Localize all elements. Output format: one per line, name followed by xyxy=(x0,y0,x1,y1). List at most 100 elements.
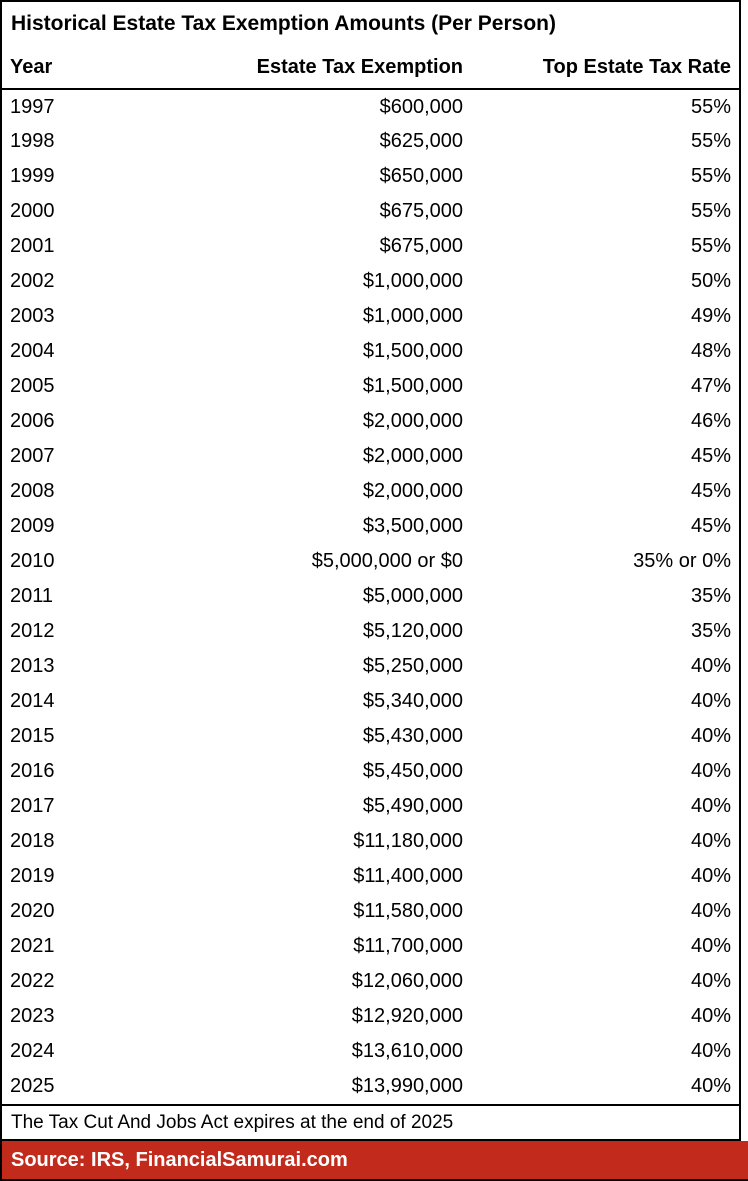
year-cell: 2020 xyxy=(10,900,55,922)
rate-cell: 45% xyxy=(690,445,731,467)
table-row: 2024 $13,610,000 40% xyxy=(2,1034,739,1069)
rate-cell: 40% xyxy=(690,795,731,817)
exemption-cell: $650,000 xyxy=(379,165,463,187)
rate-cell: 45% xyxy=(690,480,731,502)
table-row: 2022 $12,060,000 40% xyxy=(2,964,739,999)
table-row: 2003 $1,000,000 49% xyxy=(2,299,739,334)
rate-cell: 46% xyxy=(690,410,731,432)
table-header: Year Estate Tax Exemption Top Estate Tax… xyxy=(2,46,739,90)
rate-cell: 40% xyxy=(690,1075,731,1097)
exemption-cell: $600,000 xyxy=(379,95,463,118)
table-row: 2008 $2,000,000 45% xyxy=(2,474,739,509)
rate-cell: 40% xyxy=(690,725,731,747)
year-cell: 2021 xyxy=(10,935,55,957)
table-row: 2004 $1,500,000 48% xyxy=(2,334,739,369)
exemption-cell: $5,000,000 or $0 xyxy=(311,550,463,572)
year-cell: 2002 xyxy=(10,270,55,292)
rate-cell: 55% xyxy=(690,130,731,152)
rate-cell: 55% xyxy=(690,235,731,257)
year-cell: 2015 xyxy=(10,725,55,747)
table-row: 2009 $3,500,000 45% xyxy=(2,509,739,544)
exemption-cell: $2,000,000 xyxy=(362,445,463,467)
year-cell: 2022 xyxy=(10,970,55,992)
exemption-cell: $625,000 xyxy=(379,130,463,152)
year-cell: 2006 xyxy=(10,410,55,432)
table-row: 2019 $11,400,000 40% xyxy=(2,859,739,894)
year-cell: 2023 xyxy=(10,1005,55,1027)
year-cell: 2024 xyxy=(10,1040,55,1062)
exemption-cell: $5,250,000 xyxy=(362,655,463,677)
year-cell: 1997 xyxy=(10,95,55,118)
year-cell: 2013 xyxy=(10,655,55,677)
year-cell: 2011 xyxy=(10,585,54,607)
exemption-cell: $675,000 xyxy=(379,235,463,257)
year-cell: 2005 xyxy=(10,375,55,397)
year-cell: 2017 xyxy=(10,795,55,817)
exemption-cell: $1,500,000 xyxy=(362,340,463,362)
rate-cell: 48% xyxy=(690,340,731,362)
rate-cell: 40% xyxy=(690,830,731,852)
table-row: 1997 $600,000 55% xyxy=(2,89,739,124)
rate-cell: 45% xyxy=(690,515,731,537)
year-cell: 2004 xyxy=(10,340,55,362)
source-bar: Source: IRS, FinancialSamurai.com xyxy=(0,1141,748,1181)
table-row: 2014 $5,340,000 40% xyxy=(2,684,739,719)
year-cell: 2008 xyxy=(10,480,55,502)
exemption-cell: $1,000,000 xyxy=(362,305,463,327)
rate-cell: 40% xyxy=(690,1005,731,1027)
year-cell: 2009 xyxy=(10,515,55,537)
table-row: 2021 $11,700,000 40% xyxy=(2,929,739,964)
rate-cell: 40% xyxy=(690,760,731,782)
table-row: 2002 $1,000,000 50% xyxy=(2,264,739,299)
table-row: 2015 $5,430,000 40% xyxy=(2,719,739,754)
year-cell: 1999 xyxy=(10,165,55,187)
table-row: 2023 $12,920,000 40% xyxy=(2,999,739,1034)
table-footnote: The Tax Cut And Jobs Act expires at the … xyxy=(2,1104,739,1139)
table-row: 2006 $2,000,000 46% xyxy=(2,404,739,439)
exemption-cell: $5,340,000 xyxy=(362,690,463,712)
table-row: 1998 $625,000 55% xyxy=(2,124,739,159)
year-cell: 2016 xyxy=(10,760,55,782)
exemption-cell: $2,000,000 xyxy=(362,480,463,502)
year-cell: 1998 xyxy=(10,130,55,152)
exemption-cell: $12,920,000 xyxy=(351,1005,463,1027)
column-header-year: Year xyxy=(2,46,155,90)
exemption-cell: $5,450,000 xyxy=(362,760,463,782)
exemption-cell: $2,000,000 xyxy=(362,410,463,432)
table-row: 2018 $11,180,000 40% xyxy=(2,824,739,859)
rate-cell: 40% xyxy=(690,655,731,677)
rate-cell: 35% xyxy=(690,620,731,642)
table-row: 2001 $675,000 55% xyxy=(2,229,739,264)
rate-cell: 35% or 0% xyxy=(633,550,731,572)
exemption-cell: $12,060,000 xyxy=(351,970,463,992)
exemption-cell: $675,000 xyxy=(379,200,463,222)
rate-cell: 50% xyxy=(690,270,731,292)
year-cell: 2014 xyxy=(10,690,55,712)
table-row: 1999 $650,000 55% xyxy=(2,159,739,194)
table-row: 2000 $675,000 55% xyxy=(2,194,739,229)
table-row: 2007 $2,000,000 45% xyxy=(2,439,739,474)
table-row: 2010 $5,000,000 or $0 35% or 0% xyxy=(2,544,739,579)
exemption-cell: $1,500,000 xyxy=(362,375,463,397)
exemption-cell: $5,120,000 xyxy=(362,620,463,642)
table-row: 2016 $5,450,000 40% xyxy=(2,754,739,789)
year-cell: 2001 xyxy=(10,235,55,257)
year-cell: 2000 xyxy=(10,200,55,222)
year-cell: 2007 xyxy=(10,445,55,467)
exemption-cell: $11,180,000 xyxy=(353,830,463,852)
header-row: Year Estate Tax Exemption Top Estate Tax… xyxy=(2,46,739,90)
exemption-cell: $3,500,000 xyxy=(362,515,463,537)
rate-cell: 35% xyxy=(690,585,731,607)
rate-cell: 40% xyxy=(690,865,731,887)
exemption-cell: $11,400,000 xyxy=(353,865,463,887)
rate-cell: 55% xyxy=(690,165,731,187)
exemption-cell: $5,430,000 xyxy=(362,725,463,747)
table-row: 2025 $13,990,000 40% xyxy=(2,1069,739,1104)
year-cell: 2025 xyxy=(10,1075,55,1097)
rate-cell: 40% xyxy=(690,970,731,992)
table-row: 2017 $5,490,000 40% xyxy=(2,789,739,824)
exemption-cell: $11,700,000 xyxy=(353,935,463,957)
year-cell: 2019 xyxy=(10,865,55,887)
exemption-cell: $1,000,000 xyxy=(362,270,463,292)
